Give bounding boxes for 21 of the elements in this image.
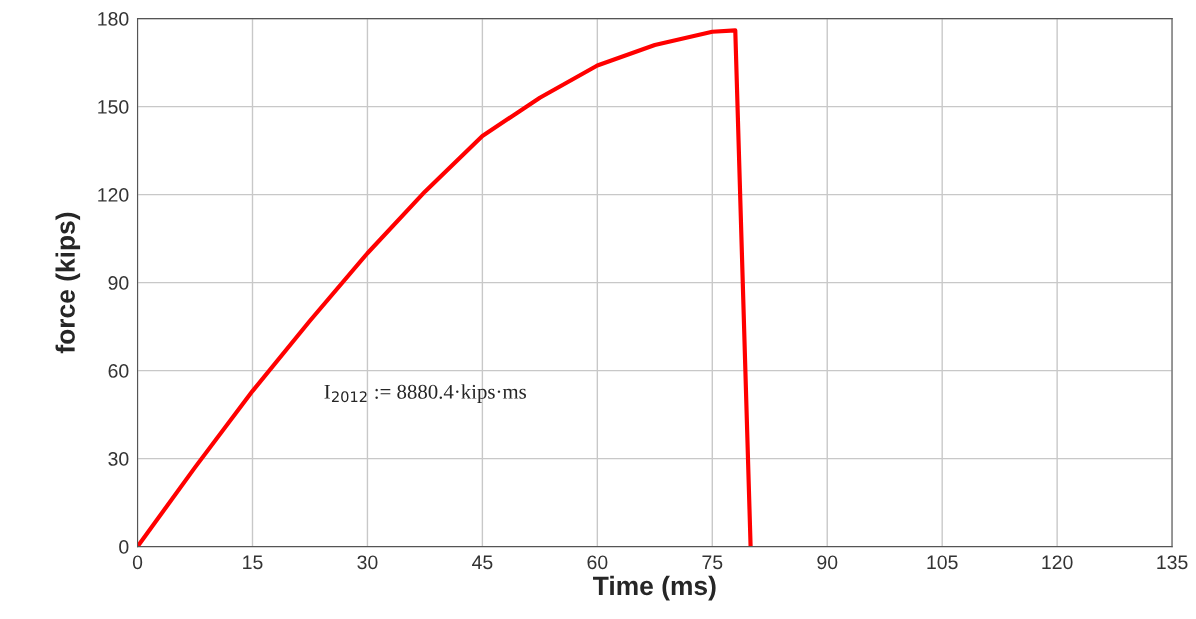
x-tick-label: 105 [927, 555, 958, 570]
x-tick-label: 30 [357, 555, 378, 570]
y-tick-label: 120 [98, 188, 129, 202]
line-series [137, 28, 753, 547]
x-tick-label: 90 [817, 555, 838, 570]
x-tick-label: 0 [132, 555, 143, 570]
x-tick-label: 135 [1157, 555, 1188, 570]
y-tick-label: 0 [119, 540, 129, 554]
x-tick-label: 15 [243, 555, 263, 570]
annotation: I$_{2012}$ := 8880.4·kips·ms [324, 384, 526, 404]
x-tick-label: 45 [472, 555, 493, 570]
x-tick-label: 120 [1042, 555, 1073, 570]
x-tick-label: 75 [702, 555, 723, 570]
y-tick-label: 30 [108, 452, 129, 466]
x-tick-label: 60 [587, 555, 608, 570]
y-tick-label: 180 [98, 12, 129, 26]
y-tick-label: 90 [108, 276, 129, 290]
y-axis-title: force (kips) [55, 212, 81, 354]
x-axis-title: Time (ms) [593, 575, 716, 601]
y-tick-label: 150 [98, 100, 129, 114]
y-tick-label: 60 [108, 364, 129, 378]
